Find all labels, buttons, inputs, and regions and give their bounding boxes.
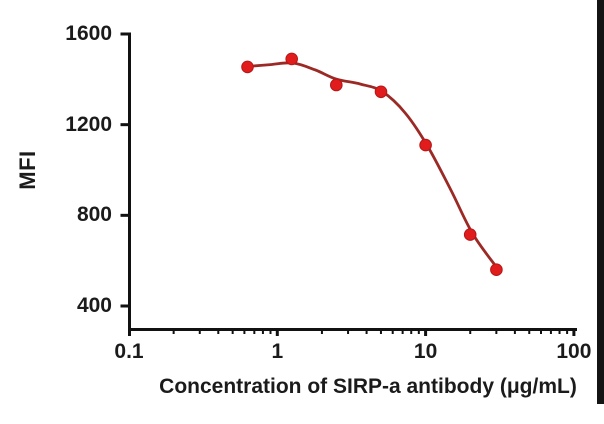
x-tick-label: 0.1 xyxy=(114,340,144,363)
y-tick-label: 400 xyxy=(76,294,112,317)
x-tick-label: 1 xyxy=(271,340,284,363)
y-tick-label: 800 xyxy=(76,203,112,227)
data-point xyxy=(374,85,388,99)
y-tick-label: 1200 xyxy=(65,112,112,136)
x-tick-label: 10 xyxy=(413,340,438,363)
right-edge-bar xyxy=(597,0,604,404)
y-axis-title: MFI xyxy=(15,150,40,190)
data-point xyxy=(490,263,503,277)
data-point xyxy=(463,228,477,241)
data-point xyxy=(241,60,254,74)
data-point xyxy=(285,52,299,66)
data-point xyxy=(419,138,432,152)
x-axis-title: Concentration of SIRP-a antibody (μg/mL) xyxy=(159,375,577,398)
y-tick-label: 1600 xyxy=(65,22,112,45)
fit-curve xyxy=(247,61,501,272)
data-point xyxy=(330,78,343,92)
x-tick-label: 100 xyxy=(556,340,592,363)
